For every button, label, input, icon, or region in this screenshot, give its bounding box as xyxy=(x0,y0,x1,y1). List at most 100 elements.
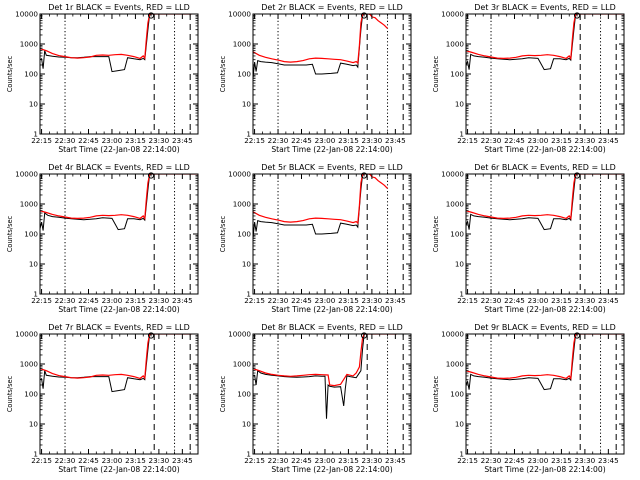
y-tick-label: 1000 xyxy=(233,40,252,49)
y-tick-label: 1 xyxy=(459,290,464,299)
y-tick-label: 10 xyxy=(242,260,252,269)
x-tick-label: 23:15 xyxy=(338,296,359,305)
x-tick-label: 23:45 xyxy=(385,456,406,465)
series-line-events xyxy=(40,334,198,393)
x-tick-label: 23:45 xyxy=(172,296,193,305)
x-tick-label: 23:15 xyxy=(125,296,146,305)
y-axis-label: Counts/sec xyxy=(432,55,440,92)
x-tick-label: 23:45 xyxy=(385,136,406,145)
series-line-events xyxy=(466,334,624,391)
detector-panel-5r: Det 5r BLACK = Events, RED = LLD 1 10 100 10… xyxy=(219,163,412,314)
y-tick-label: 1000 xyxy=(20,360,39,369)
panel-title: Det 1r BLACK = Events, RED = LLD xyxy=(48,3,190,12)
y-tick-label: 10 xyxy=(455,260,465,269)
y-axis-label: Counts/sec xyxy=(219,215,227,252)
y-axis-label: Counts/sec xyxy=(432,215,440,252)
x-axis-label: Start Time (22-Jan-08 22:14:00) xyxy=(58,305,179,314)
y-tick-label: 10 xyxy=(29,420,39,429)
series-line-lld xyxy=(253,334,397,387)
x-tick-label: 23:15 xyxy=(125,456,146,465)
x-tick-label: 22:15 xyxy=(457,296,478,305)
y-tick-label: 1000 xyxy=(446,40,465,49)
x-tick-label: 22:30 xyxy=(268,456,289,465)
x-axis-label: Start Time (22-Jan-08 22:14:00) xyxy=(271,305,392,314)
x-axis-label: Start Time (22-Jan-08 22:14:00) xyxy=(271,465,392,474)
y-tick-label: 1 xyxy=(246,130,251,139)
saturation-marker xyxy=(147,332,155,339)
saturation-marker xyxy=(573,332,581,339)
x-tick-label: 23:15 xyxy=(551,136,572,145)
x-tick-label: 23:45 xyxy=(598,456,619,465)
y-tick-label: 1 xyxy=(459,450,464,459)
x-axis-label: Start Time (22-Jan-08 22:14:00) xyxy=(484,465,605,474)
detector-panel-2r: Det 2r BLACK = Events, RED = LLD 1 10 100 10… xyxy=(219,3,412,154)
x-tick-label: 23:00 xyxy=(528,296,549,305)
x-tick-label: 23:30 xyxy=(362,456,383,465)
y-tick-label: 1 xyxy=(459,130,464,139)
series-line-events xyxy=(253,14,411,79)
x-tick-label: 23:15 xyxy=(551,296,572,305)
saturation-marker xyxy=(360,172,368,179)
x-tick-label: 22:30 xyxy=(481,296,502,305)
detector-panel-1r: Det 1r BLACK = Events, RED = LLD 1 10 100 10… xyxy=(6,3,199,154)
y-tick-label: 1 xyxy=(33,290,38,299)
x-tick-label: 22:15 xyxy=(244,296,265,305)
x-tick-label: 23:30 xyxy=(149,456,170,465)
x-tick-label: 22:30 xyxy=(55,136,76,145)
y-tick-label: 1 xyxy=(33,450,38,459)
y-axis-label: Counts/sec xyxy=(219,375,227,412)
series-line-lld xyxy=(466,14,624,61)
y-tick-label: 100 xyxy=(24,390,38,399)
detector-panel-8r: Det 8r BLACK = Events, RED = LLD 1 10 100 10… xyxy=(219,323,412,474)
y-tick-label: 10000 xyxy=(228,10,251,19)
x-tick-label: 23:00 xyxy=(315,456,336,465)
y-tick-label: 10000 xyxy=(228,170,251,179)
x-tick-label: 23:45 xyxy=(172,456,193,465)
x-tick-label: 22:30 xyxy=(268,136,289,145)
y-tick-label: 1000 xyxy=(20,40,39,49)
y-tick-label: 10000 xyxy=(15,330,38,339)
x-tick-label: 23:30 xyxy=(149,136,170,145)
panel-title: Det 4r BLACK = Events, RED = LLD xyxy=(48,163,190,172)
y-tick-label: 10000 xyxy=(15,170,38,179)
x-axis-label: Start Time (22-Jan-08 22:14:00) xyxy=(271,145,392,154)
y-axis-label: Counts/sec xyxy=(6,55,14,92)
series-line-events xyxy=(253,334,411,419)
y-tick-label: 10000 xyxy=(441,330,464,339)
y-tick-label: 10 xyxy=(455,100,465,109)
y-tick-label: 100 xyxy=(237,230,251,239)
y-tick-label: 100 xyxy=(24,230,38,239)
series-line-events xyxy=(466,14,624,71)
y-tick-label: 1 xyxy=(33,130,38,139)
y-axis-label: Counts/sec xyxy=(6,215,14,252)
x-tick-label: 23:15 xyxy=(338,136,359,145)
x-tick-label: 23:00 xyxy=(102,136,123,145)
saturation-marker xyxy=(573,172,581,179)
y-tick-label: 100 xyxy=(450,230,464,239)
x-tick-label: 22:45 xyxy=(291,136,312,145)
x-tick-label: 22:15 xyxy=(31,136,52,145)
panel-title: Det 9r BLACK = Events, RED = LLD xyxy=(474,323,616,332)
panel-title: Det 5r BLACK = Events, RED = LLD xyxy=(261,163,403,172)
x-tick-label: 22:30 xyxy=(481,456,502,465)
series-line-lld xyxy=(40,174,198,221)
x-axis-label: Start Time (22-Jan-08 22:14:00) xyxy=(484,145,605,154)
saturation-marker xyxy=(360,12,368,19)
x-tick-label: 23:15 xyxy=(125,136,146,145)
y-tick-label: 1000 xyxy=(233,200,252,209)
series-line-events xyxy=(253,174,411,239)
x-tick-label: 23:45 xyxy=(172,136,193,145)
series-line-lld xyxy=(466,174,624,221)
y-tick-label: 10 xyxy=(455,420,465,429)
x-tick-label: 23:00 xyxy=(528,456,549,465)
x-tick-label: 22:15 xyxy=(31,456,52,465)
series-line-events xyxy=(40,174,198,231)
series-line-events xyxy=(40,14,198,73)
series-line-lld xyxy=(40,334,192,380)
saturation-marker xyxy=(573,12,581,19)
x-tick-label: 22:45 xyxy=(291,456,312,465)
detector-panel-6r: Det 6r BLACK = Events, RED = LLD 1 10 100 10… xyxy=(432,163,625,314)
x-tick-label: 23:00 xyxy=(102,456,123,465)
x-tick-label: 23:00 xyxy=(102,296,123,305)
panel-title: Det 2r BLACK = Events, RED = LLD xyxy=(261,3,403,12)
